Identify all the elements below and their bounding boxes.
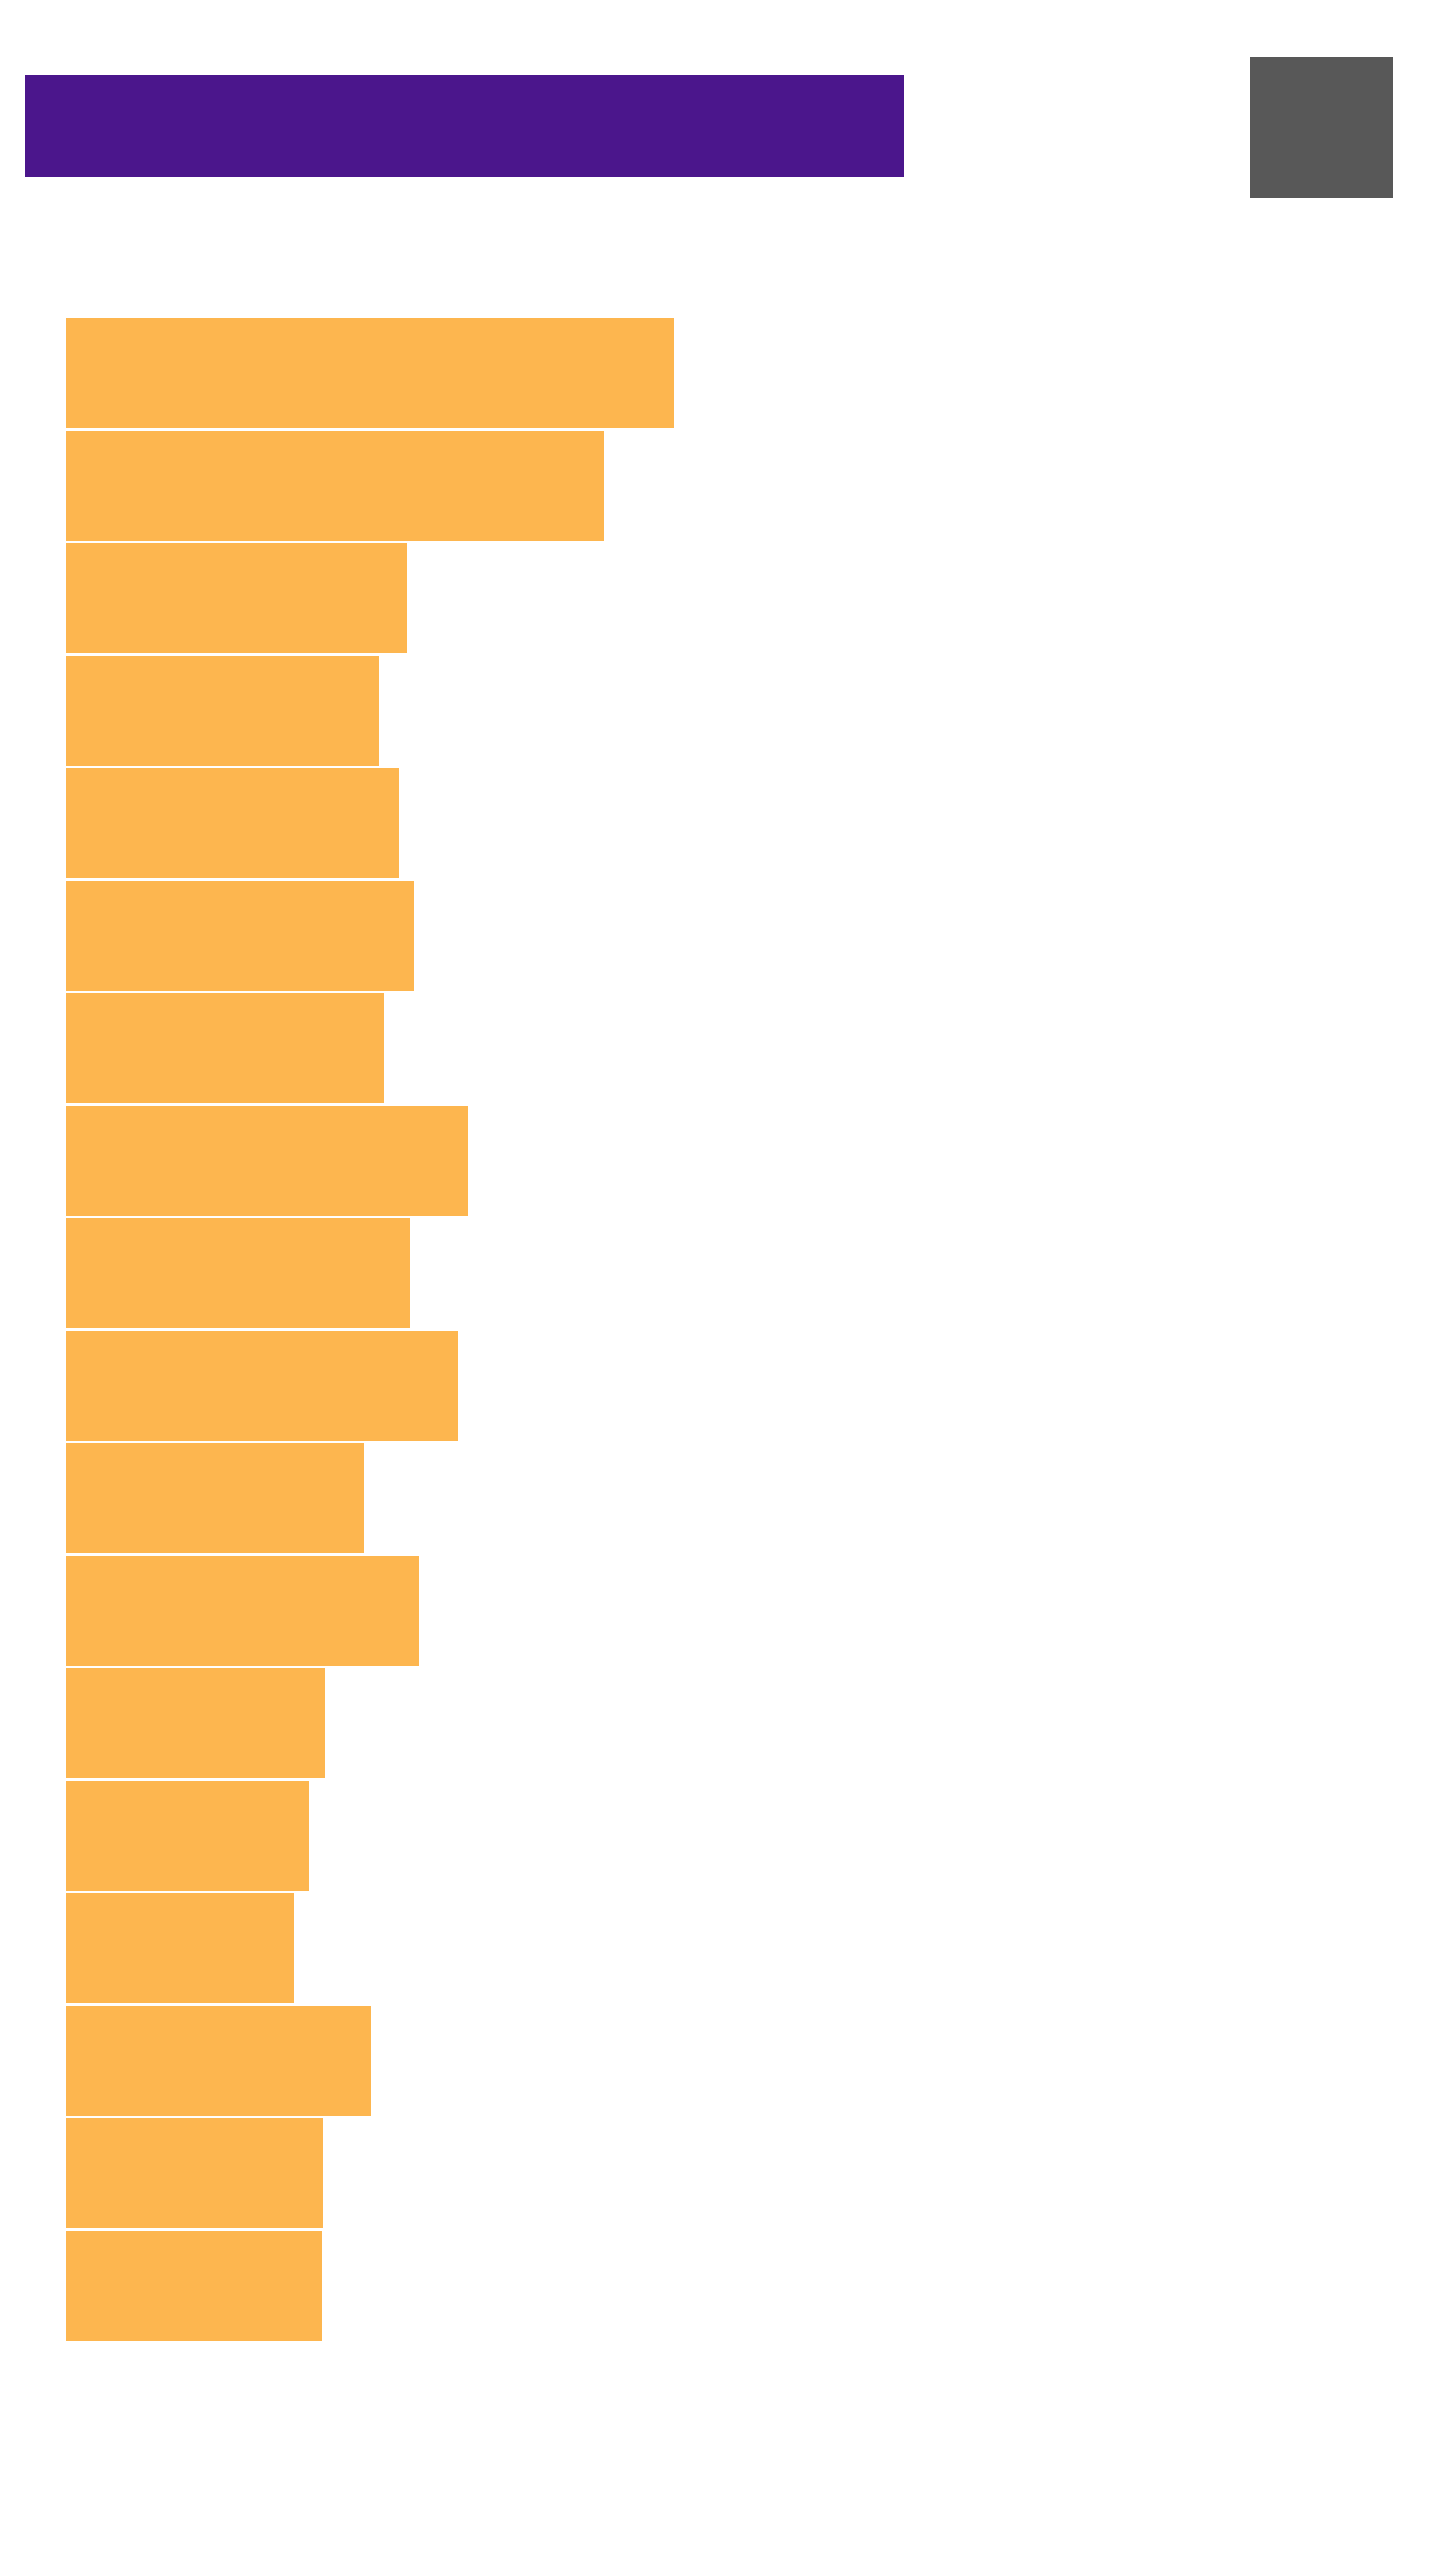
list-item[interactable] [66, 1781, 309, 1891]
list-item[interactable] [66, 2118, 323, 2228]
list-item[interactable] [66, 656, 379, 766]
list-item[interactable] [66, 1668, 325, 1778]
list-item[interactable] [66, 881, 414, 991]
list-item[interactable] [66, 1331, 458, 1441]
list-item[interactable] [66, 1106, 468, 1216]
header-bar [25, 75, 904, 177]
list-item[interactable] [66, 543, 407, 653]
list-item[interactable] [66, 768, 399, 878]
menu-button[interactable] [1250, 57, 1393, 198]
list-item[interactable] [66, 1218, 410, 1328]
list-item[interactable] [66, 318, 674, 428]
list-item[interactable] [66, 1443, 364, 1553]
list-item[interactable] [66, 1556, 419, 1666]
list-item[interactable] [66, 993, 384, 1103]
list-item[interactable] [66, 2006, 371, 2116]
list-item[interactable] [66, 1893, 294, 2003]
list [66, 318, 674, 2341]
list-item[interactable] [66, 431, 604, 541]
list-item[interactable] [66, 2231, 322, 2341]
